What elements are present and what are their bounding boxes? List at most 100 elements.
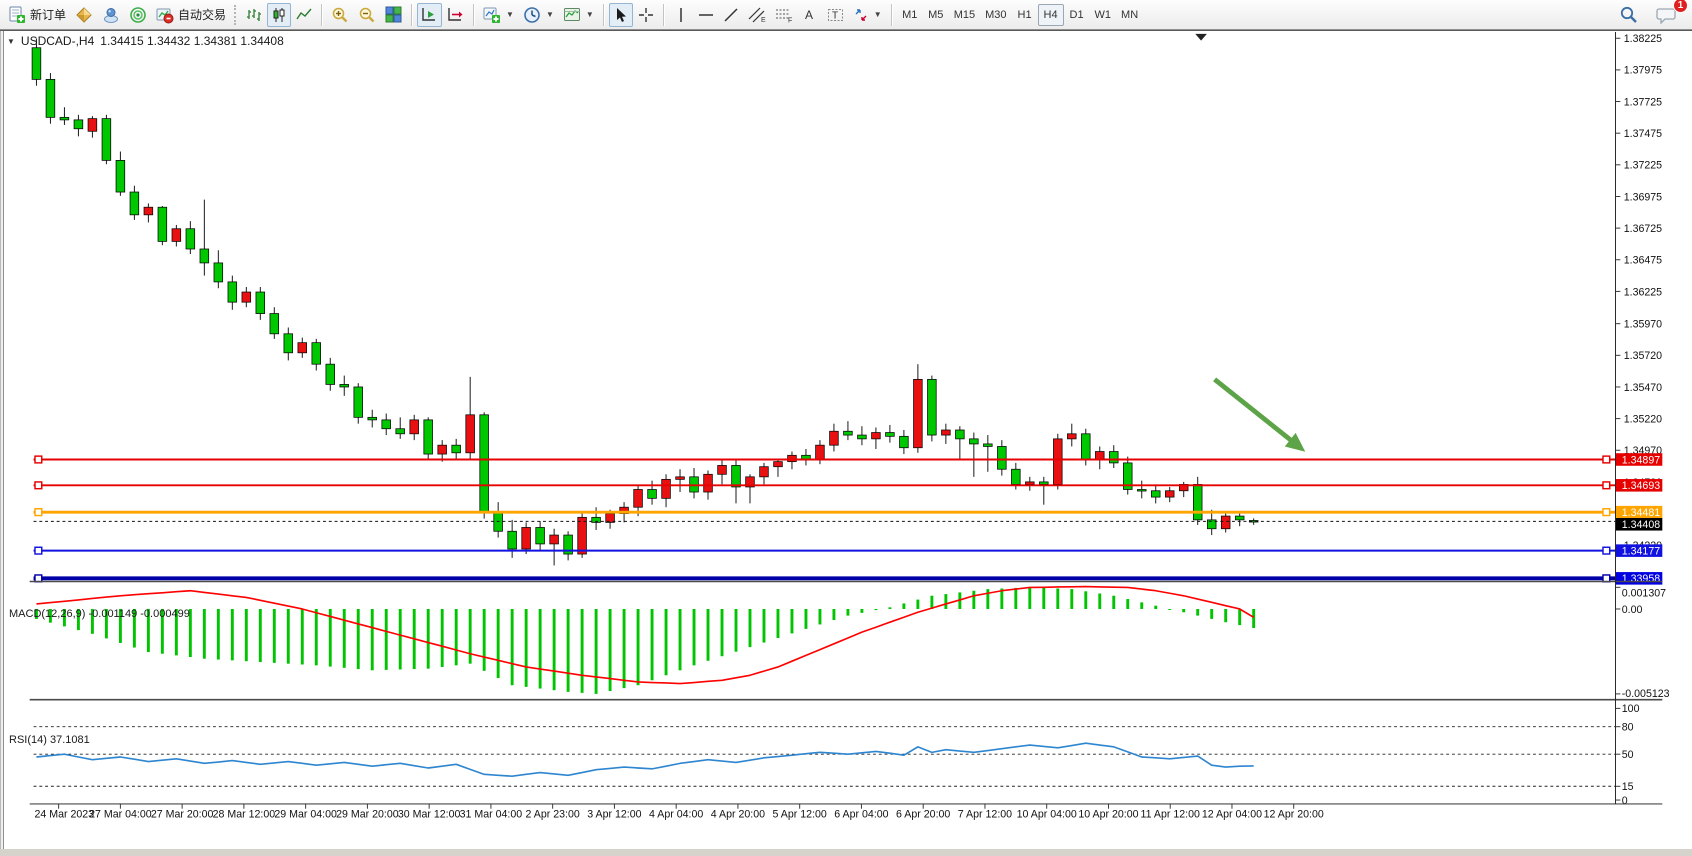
candle-body bbox=[227, 281, 238, 303]
hline-handle[interactable] bbox=[1602, 508, 1611, 517]
arrows-button[interactable]: ▼ bbox=[849, 3, 886, 27]
autotrading-button[interactable]: 自动交易 bbox=[152, 3, 230, 27]
timeframe-button-mn[interactable]: MN bbox=[1116, 4, 1143, 26]
hline-handle[interactable] bbox=[1602, 455, 1611, 464]
macd-histogram-bar bbox=[1000, 588, 1004, 609]
cursor-button[interactable] bbox=[608, 2, 633, 27]
main-toolbar: 新订单 自动交易 bbox=[0, 0, 1692, 30]
tile-windows-button[interactable] bbox=[381, 3, 406, 27]
macd-histogram-bar bbox=[1056, 588, 1060, 609]
macd-histogram-bar bbox=[1238, 608, 1242, 626]
candle-body bbox=[409, 419, 419, 435]
vertical-line-button[interactable] bbox=[669, 3, 693, 27]
candle-body bbox=[269, 313, 280, 335]
candle-body bbox=[45, 78, 56, 118]
candle-body bbox=[871, 432, 881, 440]
candlestick-chart-button[interactable] bbox=[267, 2, 292, 27]
auto-scroll-button[interactable] bbox=[417, 2, 443, 27]
price-badge-1.34481: 1.34481 bbox=[1616, 505, 1663, 519]
price-tick-label: 1.37225 bbox=[1624, 160, 1662, 172]
arrow-head bbox=[1284, 432, 1306, 452]
macd-histogram-bar bbox=[202, 608, 206, 659]
chat-notification-badge[interactable]: 1 bbox=[1673, 0, 1688, 13]
periods-clock-button[interactable]: ▼ bbox=[519, 3, 558, 27]
cursor-icon bbox=[613, 7, 629, 23]
hline-1.34177[interactable] bbox=[33, 546, 1616, 555]
line-chart-button[interactable] bbox=[292, 3, 316, 27]
search-button[interactable] bbox=[1615, 3, 1642, 27]
candle-body bbox=[311, 342, 321, 365]
add-indicator-button[interactable]: ▼ bbox=[479, 3, 518, 27]
timeframe-button-m15[interactable]: M15 bbox=[949, 4, 980, 26]
badge-box bbox=[1616, 544, 1663, 557]
macd-histogram-bar bbox=[552, 608, 556, 691]
candle-body bbox=[955, 429, 965, 440]
candle-body bbox=[1192, 484, 1203, 521]
macd-histogram-bar bbox=[1014, 587, 1018, 609]
community-button[interactable] bbox=[98, 3, 124, 27]
candle-body bbox=[129, 191, 140, 216]
trend-arrow-annotation[interactable] bbox=[1213, 377, 1306, 452]
macd-histogram-bar bbox=[454, 608, 458, 666]
macd-histogram-bar bbox=[1182, 608, 1186, 613]
svg-text:T: T bbox=[832, 10, 838, 21]
macd-histogram-bar bbox=[930, 595, 934, 609]
time-tick-label: 3 Apr 12:00 bbox=[587, 808, 641, 820]
chart-background bbox=[29, 31, 1663, 822]
svg-text:F: F bbox=[788, 17, 792, 23]
time-tick-label: 10 Apr 04:00 bbox=[1017, 808, 1077, 820]
timeframe-button-m5[interactable]: M5 bbox=[923, 4, 949, 26]
hline-handle[interactable] bbox=[34, 455, 43, 464]
hline-handle[interactable] bbox=[34, 508, 43, 517]
chart-canvas[interactable]: 1.38225 1.37975 1.37725 1.37475 1.37225 1.369… bbox=[0, 31, 1692, 856]
candle-body bbox=[521, 527, 531, 550]
new-order-button[interactable]: 新订单 bbox=[4, 3, 70, 27]
timeframe-button-h1[interactable]: H1 bbox=[1012, 4, 1038, 26]
svg-text:A: A bbox=[805, 8, 813, 22]
chart-shift-icon bbox=[447, 6, 464, 23]
equidistant-channel-button[interactable]: E bbox=[744, 3, 770, 27]
timeframe-button-h4[interactable]: H4 bbox=[1037, 3, 1064, 26]
horizontal-line-button[interactable] bbox=[694, 3, 718, 27]
text-button[interactable]: A bbox=[798, 3, 822, 27]
horizontal-lines-layer bbox=[33, 455, 1616, 583]
candle-body bbox=[479, 414, 489, 513]
fibonacci-button[interactable]: F bbox=[771, 3, 797, 27]
candles-layer bbox=[31, 38, 1259, 566]
macd-histogram-bar bbox=[566, 608, 570, 692]
macd-histogram-bar bbox=[790, 608, 794, 634]
badge-label: 1.34481 bbox=[1622, 507, 1660, 519]
zoom-in-button[interactable] bbox=[327, 3, 353, 27]
timeframe-button-m30[interactable]: M30 bbox=[980, 4, 1011, 26]
trendline-button[interactable] bbox=[719, 3, 743, 27]
timeframe-button-w1[interactable]: W1 bbox=[1090, 4, 1117, 26]
templates-button[interactable]: ▼ bbox=[559, 3, 598, 27]
signals-button[interactable] bbox=[125, 3, 151, 27]
hline-1.34481[interactable] bbox=[33, 508, 1616, 517]
timeframe-button-d1[interactable]: D1 bbox=[1064, 4, 1090, 26]
hline-handle[interactable] bbox=[34, 546, 43, 555]
macd-histogram-bar bbox=[356, 608, 360, 670]
hline-1.34693[interactable] bbox=[33, 481, 1616, 490]
badge-box bbox=[1616, 479, 1663, 492]
hline-handle[interactable] bbox=[1602, 546, 1611, 555]
chart-shift-button[interactable] bbox=[443, 3, 468, 27]
dropdown-arrow-icon: ▼ bbox=[545, 10, 554, 19]
text-label-button[interactable]: T bbox=[823, 3, 848, 27]
macd-histogram-bar bbox=[1252, 608, 1256, 629]
candle-body bbox=[1067, 433, 1077, 440]
crosshair-button[interactable] bbox=[634, 3, 658, 27]
bar-chart-button[interactable] bbox=[242, 3, 266, 27]
auto-scroll-icon bbox=[421, 6, 438, 23]
timeframe-button-m1[interactable]: M1 bbox=[897, 4, 923, 26]
market-watch-button[interactable] bbox=[71, 3, 97, 27]
hline-1.34897[interactable] bbox=[33, 455, 1616, 464]
badge-label: 1.34177 bbox=[1622, 545, 1660, 557]
hline-handle[interactable] bbox=[1602, 481, 1611, 490]
hline-handle[interactable] bbox=[34, 481, 43, 490]
macd-histogram-bar bbox=[608, 608, 612, 692]
candle-body bbox=[591, 516, 601, 523]
zoom-out-button[interactable] bbox=[354, 3, 380, 27]
chart-shift-marker[interactable] bbox=[1195, 33, 1207, 41]
